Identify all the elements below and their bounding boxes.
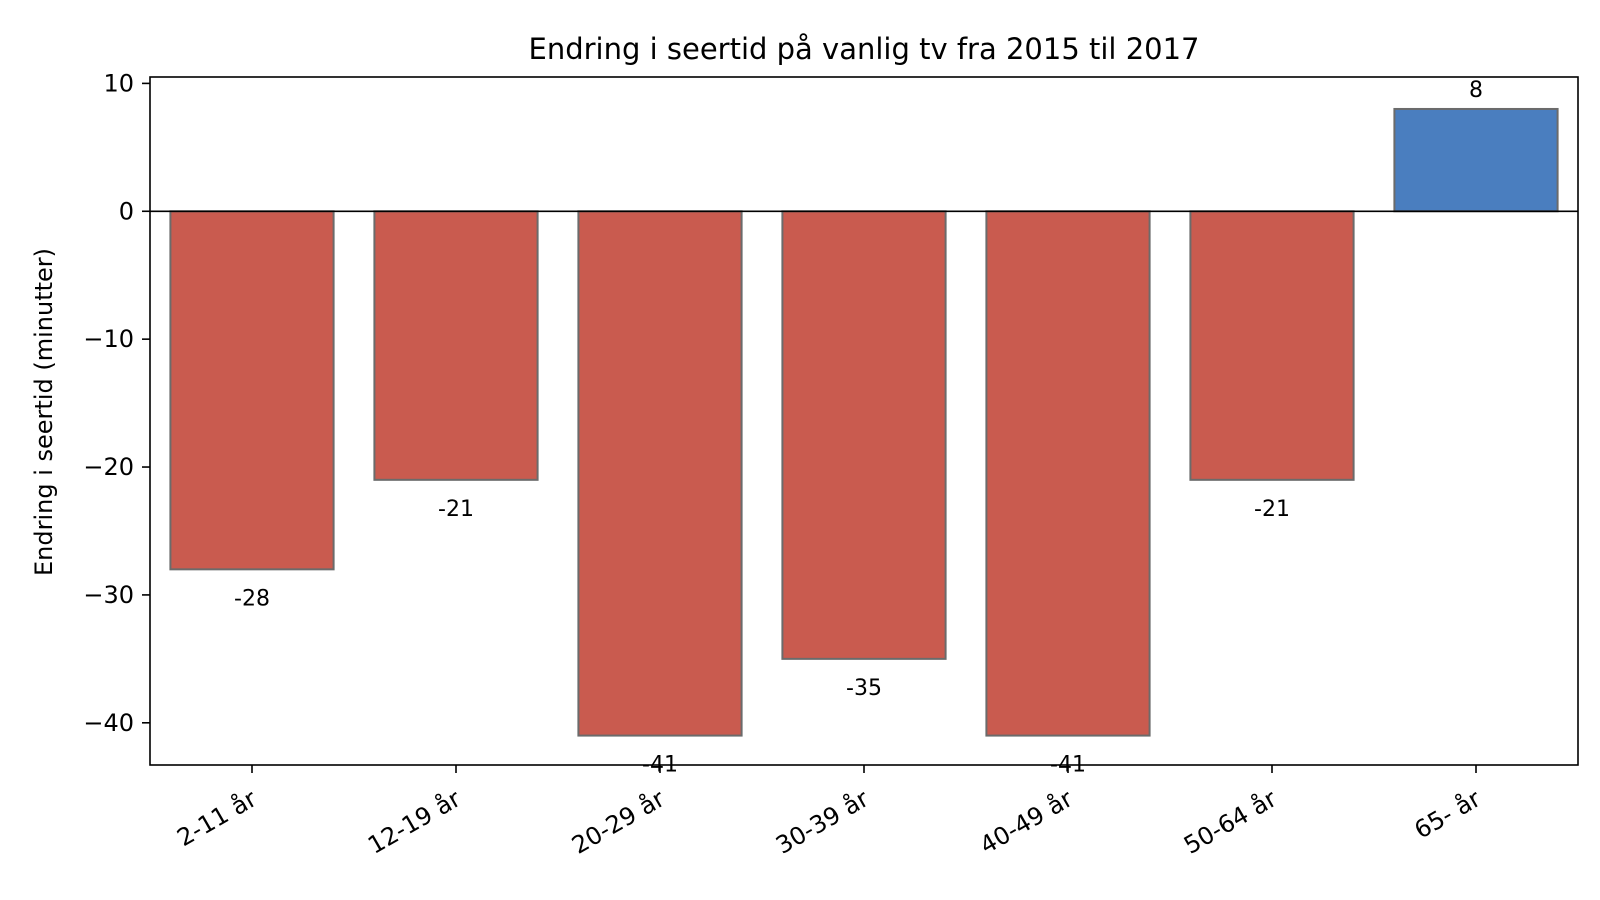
bar-1 [373,210,539,481]
y-tick-label-2: −10 [83,325,134,353]
bar-value-label-0: -28 [234,586,270,611]
y-axis-title: Endring i seertid (minutter) [30,248,58,576]
bar-5 [1189,210,1355,481]
x-tick-label-6: 65- år [1409,784,1485,845]
y-tick-label-1: 0 [119,197,134,225]
x-tick-label-2: 20-29 år [567,784,670,860]
y-tick-label-0: 10 [103,69,134,97]
bar-value-label-6: 8 [1469,78,1483,103]
y-tick-label-3: −20 [83,453,134,481]
bar-2 [577,210,743,737]
x-tick-label-0: 2-11 år [172,784,262,853]
x-tick-label-3: 30-39 år [771,784,874,860]
y-tick-label-5: −40 [83,709,134,737]
bar-value-label-1: -21 [438,497,474,522]
bar-value-label-5: -21 [1254,497,1290,522]
bar-4 [985,210,1151,737]
y-tick-label-4: −30 [83,581,134,609]
x-tick-label-1: 12-19 år [363,784,466,860]
bar-6 [1393,107,1559,213]
x-tick-label-4: 40-49 år [975,784,1078,860]
x-tick-label-5: 50-64 år [1179,784,1282,860]
bar-3 [781,210,947,660]
chart-title: Endring i seertid på vanlig tv fra 2015 … [529,32,1200,66]
bar-0 [169,210,335,571]
bar-value-label-3: -35 [846,676,882,701]
